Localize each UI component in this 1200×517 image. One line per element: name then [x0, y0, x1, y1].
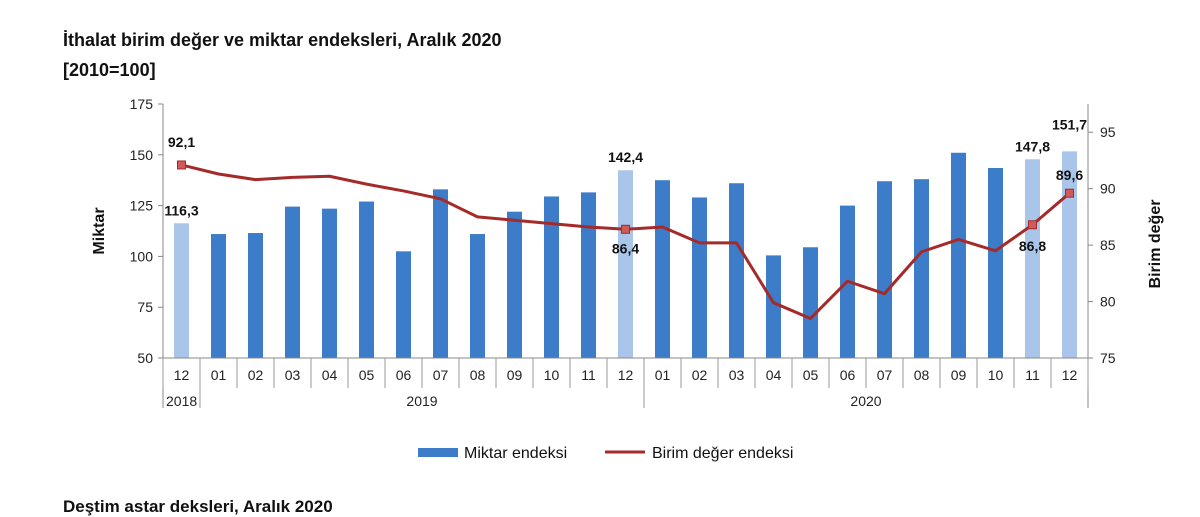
bar-10-22 [988, 168, 1003, 358]
x-tick-label: 07 [433, 367, 449, 383]
bar-01-1 [211, 234, 226, 358]
left-axis-title: Miktar [91, 207, 108, 254]
data-label-s1-24: 89,6 [1056, 167, 1083, 183]
bar-04-16 [766, 255, 781, 358]
bar-02-14 [692, 197, 707, 358]
left-tick-label: 150 [130, 147, 154, 163]
x-tick-label: 01 [211, 367, 227, 383]
year-label-2019: 2019 [406, 393, 437, 409]
chart-subtitle: [2010=100] [63, 60, 156, 80]
x-tick-label: 03 [729, 367, 745, 383]
legend: Miktar endeksi Birim değer endeksi [418, 445, 793, 462]
bar-11-11 [581, 192, 596, 358]
x-tick-label: 01 [655, 367, 671, 383]
x-tick-label: 06 [396, 367, 412, 383]
x-tick-label: 12 [618, 367, 634, 383]
x-tick-label: 08 [914, 367, 930, 383]
right-axis-title: Birim değer [1147, 200, 1164, 289]
x-tick-label: 10 [544, 367, 560, 383]
year-label-2018: 2018 [166, 393, 197, 409]
left-axis: 50 75 100 125 150 175 Miktar [91, 96, 164, 366]
x-tick-label: 09 [507, 367, 523, 383]
bar-series [174, 151, 1077, 358]
data-label-s0-24: 151,7 [1052, 116, 1087, 132]
data-label-s0-12: 142,4 [608, 149, 643, 165]
x-tick-label: 07 [877, 367, 893, 383]
chart-title: İthalat birim değer ve miktar endeksleri… [63, 30, 502, 50]
right-tick-label: 85 [1100, 237, 1116, 253]
x-tick-label: 09 [951, 367, 967, 383]
bar-10-10 [544, 196, 559, 358]
bar-04-4 [322, 208, 337, 358]
bar-07-7 [433, 189, 448, 358]
line-marker-24 [1065, 188, 1074, 198]
bar-05-17 [803, 247, 818, 358]
bar-03-3 [285, 206, 300, 358]
data-label-s1-12: 86,4 [612, 240, 639, 256]
bar-03-15 [729, 183, 744, 358]
line-marker-23 [1028, 220, 1037, 230]
bar-09-9 [507, 211, 522, 358]
bar-12-24 [1062, 151, 1077, 358]
x-tick-label: 10 [988, 367, 1004, 383]
bar-06-6 [396, 251, 411, 358]
left-tick-label: 175 [130, 96, 154, 112]
bar-09-21 [951, 152, 966, 358]
x-tick-label: 06 [840, 367, 856, 383]
x-tick-label: 04 [322, 367, 338, 383]
x-tick-label: 08 [470, 367, 486, 383]
line-marker-12 [621, 224, 630, 234]
data-label-s1-0: 92,1 [168, 134, 195, 150]
right-tick-label: 95 [1100, 124, 1116, 140]
right-tick-label: 90 [1100, 181, 1116, 197]
year-label-2020: 2020 [850, 393, 881, 409]
x-tick-label: 04 [766, 367, 782, 383]
bar-12-0 [174, 223, 189, 358]
x-tick-label: 05 [359, 367, 375, 383]
bar-12-12 [618, 170, 633, 358]
next-chart-title: Deştim astar deksleri, Aralık 2020 [63, 497, 333, 516]
bar-02-2 [248, 233, 263, 358]
x-tick-label: 02 [692, 367, 708, 383]
bar-11-23 [1025, 159, 1040, 358]
x-tick-label: 11 [1025, 367, 1040, 383]
bar-07-19 [877, 181, 892, 358]
x-tick-label: 12 [1062, 367, 1078, 383]
x-tick-label: 03 [285, 367, 301, 383]
x-tick-label: 11 [581, 367, 596, 383]
x-tick-label: 05 [803, 367, 819, 383]
left-tick-label: 50 [137, 350, 153, 366]
x-axis: 12 01 02 03 04 05 06 07 08 09 10 11 12 01 02 03 04 05 06 07… [162, 357, 1089, 409]
right-axis: 75 80 85 90 95 Birim değer [1087, 104, 1164, 408]
left-tick-label: 75 [137, 299, 153, 315]
x-tick-label: 12 [174, 367, 190, 383]
bar-08-20 [914, 179, 929, 358]
right-tick-label: 75 [1100, 350, 1116, 366]
legend-swatch-miktar [418, 448, 458, 457]
data-label-s0-23: 147,8 [1015, 138, 1050, 154]
line-series [177, 160, 1074, 320]
legend-label-miktar: Miktar endeksi [464, 445, 567, 462]
line-marker-0 [177, 160, 186, 170]
right-tick-label: 80 [1100, 294, 1116, 310]
left-tick-label: 125 [130, 198, 154, 214]
bar-01-13 [655, 180, 670, 358]
legend-label-birim: Birim değer endeksi [652, 445, 793, 462]
data-label-s0-0: 116,3 [164, 202, 198, 218]
bar-08-8 [470, 234, 485, 358]
x-tick-label: 02 [248, 367, 264, 383]
data-label-s1-23: 86,8 [1019, 238, 1046, 254]
left-tick-label: 100 [130, 248, 154, 264]
bar-05-5 [359, 201, 374, 358]
